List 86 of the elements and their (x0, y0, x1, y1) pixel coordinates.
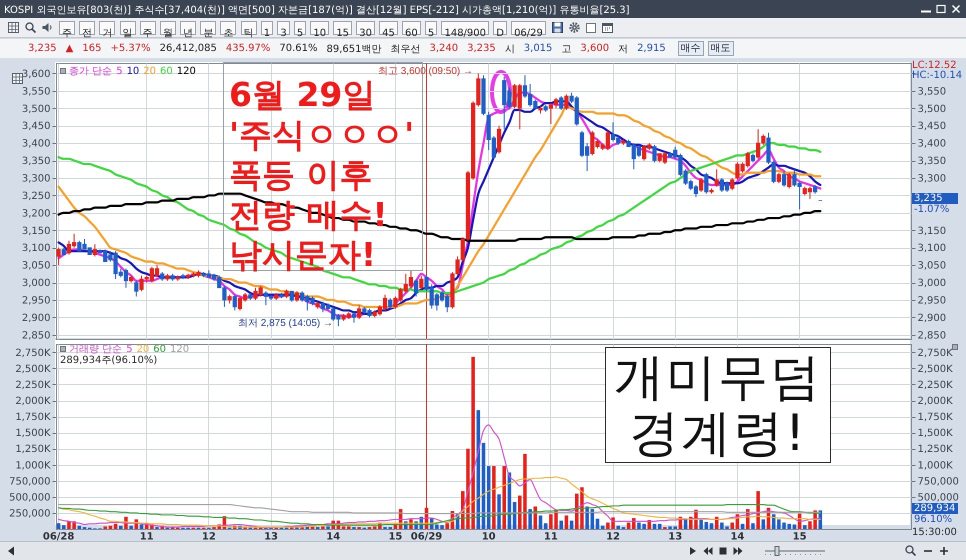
x-tick-label: 14 (326, 532, 340, 542)
y2-tick-label: 750,000 (918, 476, 959, 488)
y2-tick-label: 3,300 (918, 174, 946, 184)
x-tick-label: 06/29 (410, 532, 442, 542)
y-tick-label: 500,000 (9, 492, 50, 504)
y2-tick-label: 3,100 (918, 243, 946, 254)
annotation: 289,934주(96.10%) (60, 354, 158, 367)
y-tick-label: 3,550 (22, 86, 50, 98)
x-tick-label: 14 (730, 532, 744, 542)
y2-tick-label: 2,950 (918, 295, 946, 306)
chart-title: KOSPI 외국인보유[803(천)] 주식수[37,404(천)] 액면[500] 자본금[187(억)] 결산[12월] EPS[-212] 시가총액[1,210(억)] 유통비율[25.3] (4, 4, 630, 17)
y-tick-label: 3,200 (22, 208, 50, 220)
y-tick-label: 250,000 (9, 508, 50, 520)
x-tick-label: 13 (264, 532, 278, 542)
x-tick-label: 10 (482, 532, 496, 542)
text: 15:30:00 (912, 527, 957, 538)
y2-tick-label: 2,850 (918, 330, 946, 342)
y2-tick-label: 2,500K (918, 364, 954, 375)
annotation: 최저 2,875 (14:05) → (238, 318, 333, 330)
x-tick-label: 06/28 (42, 532, 74, 542)
y-tick-label: 1,000K (15, 460, 51, 472)
y-tick-label: 3,050 (22, 260, 50, 272)
y2-tick-label: 3,150 (918, 226, 946, 237)
y-tick-label: 2,750K (15, 348, 51, 359)
x-tick-label: 11 (544, 532, 558, 542)
text: 5 (126, 344, 133, 354)
text: 120 (176, 66, 196, 76)
y2-tick-label: 3,400 (918, 138, 946, 150)
y-tick-label: 3,100 (22, 243, 50, 254)
text: 60 (160, 66, 173, 76)
y2-tick-label: 1,000K (918, 460, 954, 472)
annotation: 최고 3,600 (09:50) → (378, 66, 473, 78)
y-tick-label: 2,500K (15, 364, 51, 375)
y2-tick-label: 2,000K (918, 396, 954, 408)
y2-tick-label: 3,550 (918, 86, 946, 98)
y-tick-label: 2,250K (15, 380, 51, 391)
y-tick-label: 3,300 (22, 174, 50, 184)
button: 매수 (678, 41, 704, 56)
x-tick-label: 15 (792, 532, 807, 542)
text: 289,934 96.10% (913, 503, 956, 525)
y-tick-label: 2,950 (22, 295, 50, 306)
text: 3,235 ▲ 165 +5.37% 26,412,085 435.97% 70.61% 89,651백만 최우선 3,240 3,235 시 3,015 고 3,600 저 2,915 (28, 43, 666, 54)
y-tick-label: 3,450 (22, 121, 50, 132)
text: 10 (126, 66, 140, 76)
y-tick-label: 1,250K (15, 444, 51, 456)
legend-title: 종가 단순 (69, 65, 112, 78)
text: 3,235 -1.07% (913, 193, 950, 215)
x-tick-label: 15 (388, 532, 402, 542)
y2-tick-label: 1,500K (918, 428, 954, 440)
y2-tick-label: 3,000 (918, 278, 946, 290)
y-tick-label: 3,150 (22, 226, 50, 237)
y2-tick-label: 3,050 (918, 260, 946, 272)
text: 60 (153, 344, 166, 354)
y-tick-label: 2,000K (15, 396, 51, 408)
x-tick-label: 11 (140, 532, 154, 542)
y-tick-label: 3,600 (22, 68, 50, 80)
text: 120 (170, 344, 190, 354)
text: LC:12.52 (912, 60, 957, 71)
y-tick-label: 2,850 (22, 330, 50, 342)
y-tick-label: 3,000 (22, 278, 50, 290)
y-tick-label: 1,500K (15, 428, 51, 440)
y-tick-label: 3,500 (22, 104, 50, 115)
x-tick-label: 13 (668, 532, 682, 542)
y2-tick-label: 2,250K (918, 380, 954, 391)
text: 5 (116, 66, 123, 76)
y2-tick-label: 1,250K (918, 444, 954, 456)
y-tick-label: 3,400 (22, 138, 50, 150)
y2-tick-label: 500,000 (918, 492, 959, 504)
button: 매도 (708, 41, 734, 56)
y2-tick-label: 3,500 (918, 104, 946, 115)
x-tick-label: 12 (606, 532, 620, 542)
y-tick-label: 3,350 (22, 156, 50, 168)
legend-title: 거래량 단순 (69, 343, 122, 355)
text: 20 (136, 344, 150, 354)
y2-tick-label: 1,750K (918, 412, 954, 424)
y-tick-label: 1,750K (15, 412, 51, 424)
text: HC:-10.14 (912, 70, 962, 81)
y2-tick-label: 2,900 (918, 312, 946, 324)
x-tick-label: 12 (202, 532, 216, 542)
y2-tick-label: 3,350 (918, 156, 946, 168)
y-tick-label: 750,000 (9, 476, 50, 488)
y2-tick-label: 2,750K (918, 348, 954, 359)
y-tick-label: 3,250 (22, 190, 50, 202)
y-tick-label: 2,900 (22, 312, 50, 324)
text: 20 (143, 66, 156, 76)
y2-tick-label: 3,450 (918, 121, 946, 132)
